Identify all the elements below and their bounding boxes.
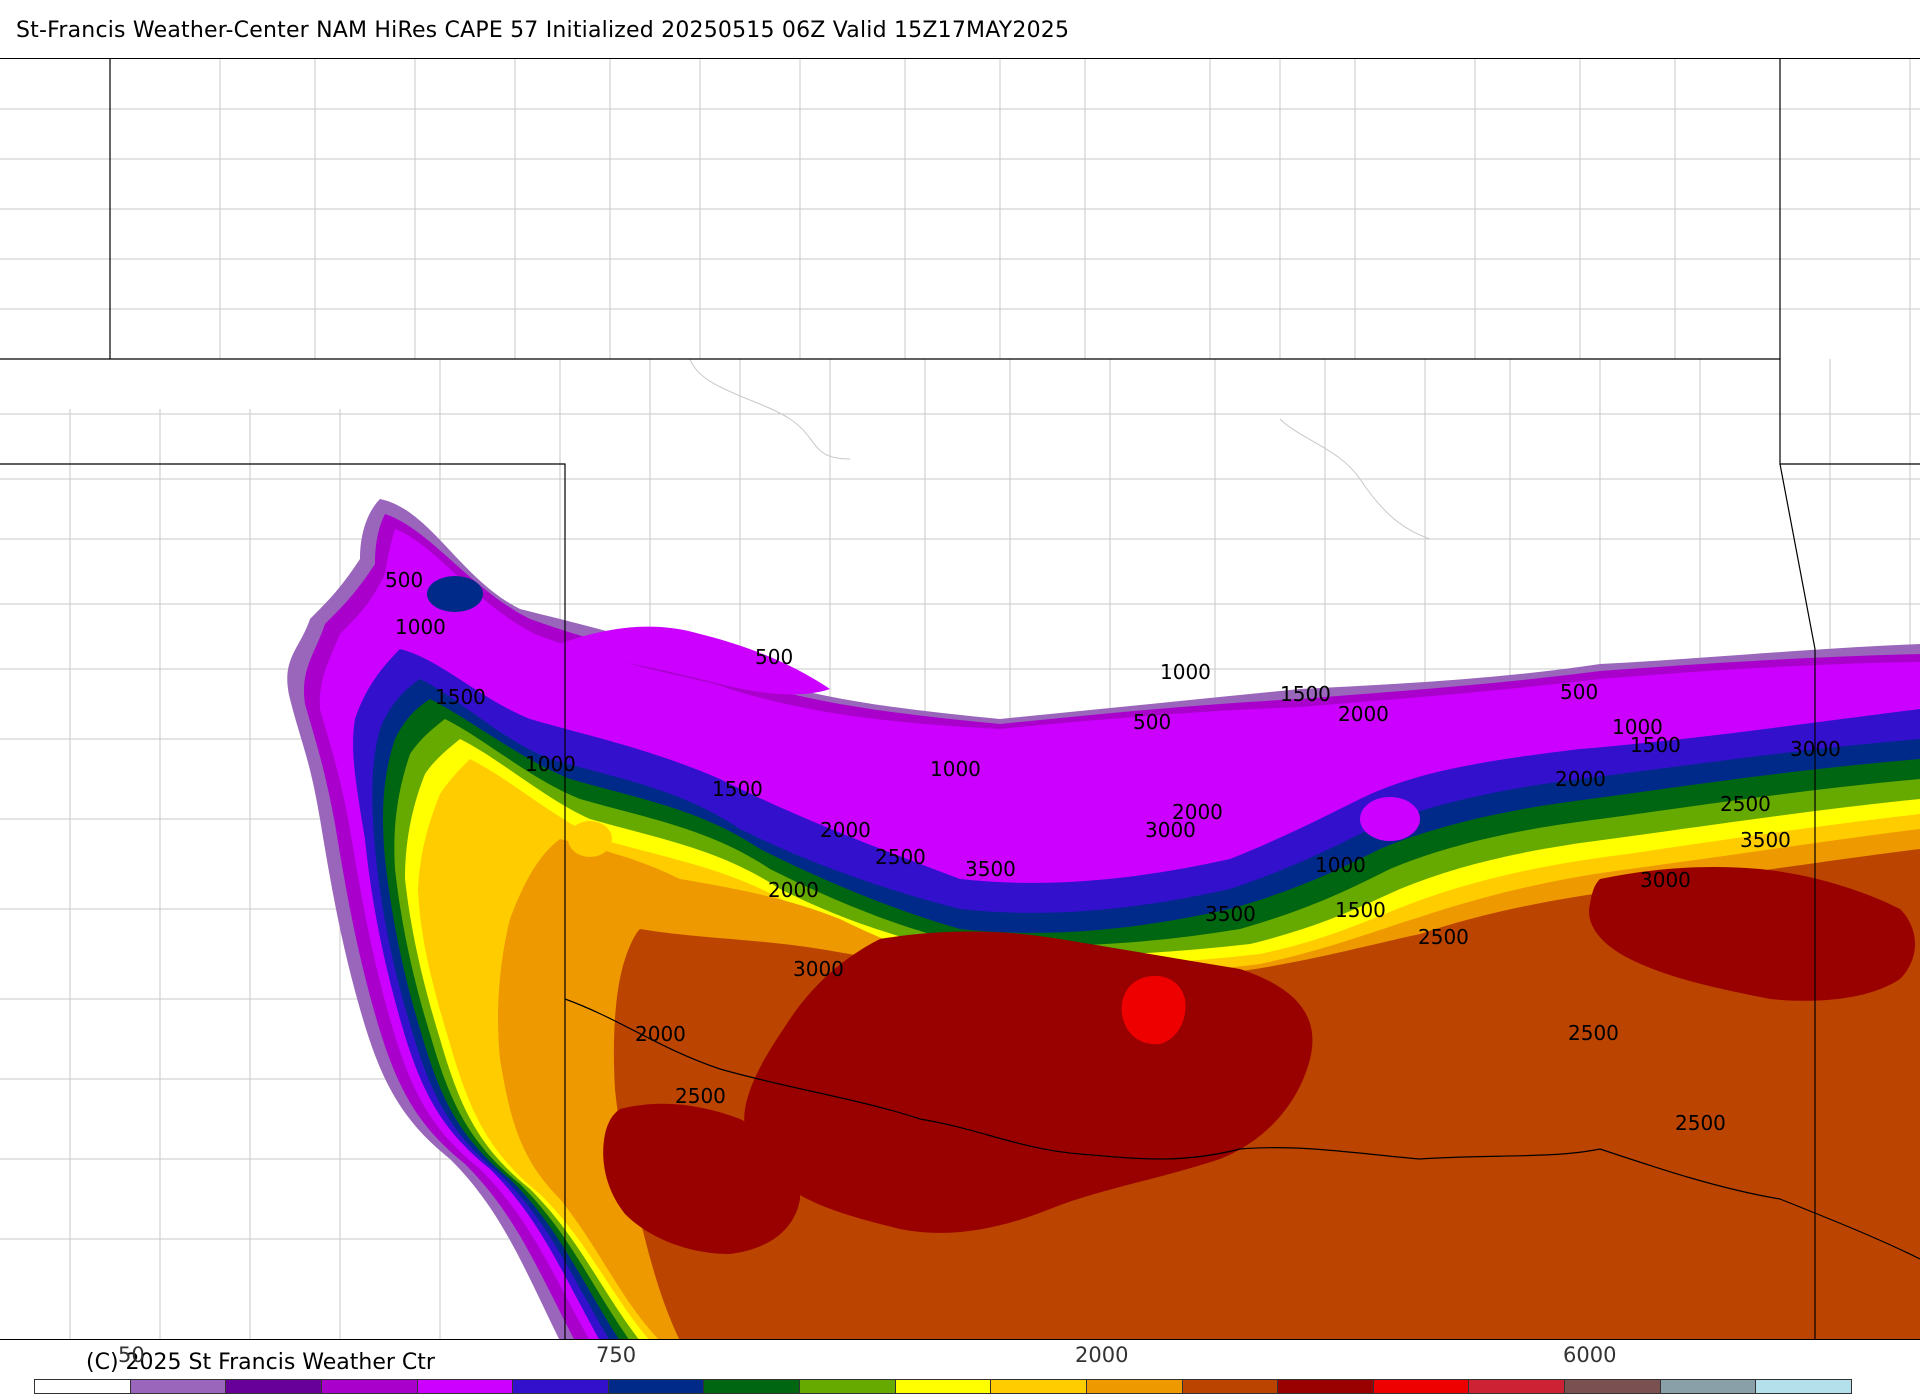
colorbar-segment — [1086, 1380, 1183, 1393]
contour-label: 2500 — [1675, 1111, 1726, 1135]
cape-shading — [287, 499, 1920, 1339]
colorbar-tick-label: 50 — [118, 1343, 145, 1367]
colorbar-segment — [1469, 1380, 1565, 1393]
state-borders — [0, 59, 1920, 1339]
colorbar-segment — [1756, 1380, 1851, 1393]
colorbar-segment — [1565, 1380, 1661, 1393]
colorbar-segment — [991, 1380, 1087, 1393]
colorbar-segment — [608, 1380, 705, 1393]
contour-label: 1000 — [930, 757, 981, 781]
cape-map: 500 1000 1500 1000 500 1500 2000 1000 25… — [0, 58, 1920, 1340]
colorbar-segment — [1182, 1380, 1279, 1393]
contour-label: 2000 — [1555, 767, 1606, 791]
contour-label: 1000 — [1612, 715, 1663, 739]
colorbar-segment — [321, 1380, 418, 1393]
contour-label: 1500 — [1280, 682, 1331, 706]
colorbar-segment — [895, 1380, 992, 1393]
colorbar-segment — [1373, 1380, 1470, 1393]
contour-label: 2500 — [1418, 925, 1469, 949]
colorbar-segment — [130, 1380, 227, 1393]
contour-label: 1000 — [525, 752, 576, 776]
contour-label: 3000 — [1145, 818, 1196, 842]
contour-labels: 500 1000 1500 1000 500 1500 2000 1000 25… — [385, 568, 1841, 1135]
cape-map-svg: 500 1000 1500 1000 500 1500 2000 1000 25… — [0, 59, 1920, 1339]
contour-label: 500 — [755, 645, 793, 669]
contour-label: 1500 — [1630, 733, 1681, 757]
contour-label: 500 — [1133, 710, 1171, 734]
contour-label: 1500 — [1335, 898, 1386, 922]
colorbar-tick-label: 6000 — [1563, 1343, 1617, 1367]
colorbar-tick-label: 750 — [596, 1343, 637, 1367]
contour-label: 2000 — [768, 878, 819, 902]
contour-label: 2000 — [820, 818, 871, 842]
map-title: St-Francis Weather-Center NAM HiRes CAPE… — [16, 18, 1070, 43]
copyright-notice: (C) 2025 St Francis Weather Ctr — [86, 1350, 435, 1375]
colorbar-segment — [513, 1380, 609, 1393]
contour-label: 3000 — [793, 957, 844, 981]
colorbar-segment — [35, 1380, 131, 1393]
contour-label: 3000 — [1790, 737, 1841, 761]
contour-label: 2000 — [1172, 800, 1223, 824]
colorbar-segment — [226, 1380, 322, 1393]
contour-label: 2500 — [875, 845, 926, 869]
colorbar-tick-label: 2000 — [1075, 1343, 1129, 1367]
contour-label: 1500 — [435, 685, 486, 709]
colorbar-segment — [704, 1380, 800, 1393]
contour-label: 1000 — [1160, 660, 1211, 684]
colorbar-segment — [1278, 1380, 1374, 1393]
contour-label: 2000 — [635, 1022, 686, 1046]
contour-label: 3000 — [1640, 868, 1691, 892]
contour-label: 2500 — [1720, 792, 1771, 816]
colorbar-segment — [1660, 1380, 1757, 1393]
contour-label: 3500 — [965, 857, 1016, 881]
contour-label: 2500 — [1568, 1021, 1619, 1045]
contour-label: 1500 — [712, 777, 763, 801]
contour-label: 1000 — [1315, 853, 1366, 877]
contour-label: 500 — [385, 568, 423, 592]
contour-label: 2000 — [1338, 702, 1389, 726]
contour-label: 500 — [1560, 680, 1598, 704]
colorbar-segment — [800, 1380, 896, 1393]
contour-label: 3500 — [1205, 902, 1256, 926]
contour-label: 3500 — [1740, 828, 1791, 852]
colorbar-segment — [417, 1380, 514, 1393]
contour-label: 2500 — [675, 1084, 726, 1108]
contour-label: 1000 — [395, 615, 446, 639]
colorbar — [34, 1379, 1852, 1394]
